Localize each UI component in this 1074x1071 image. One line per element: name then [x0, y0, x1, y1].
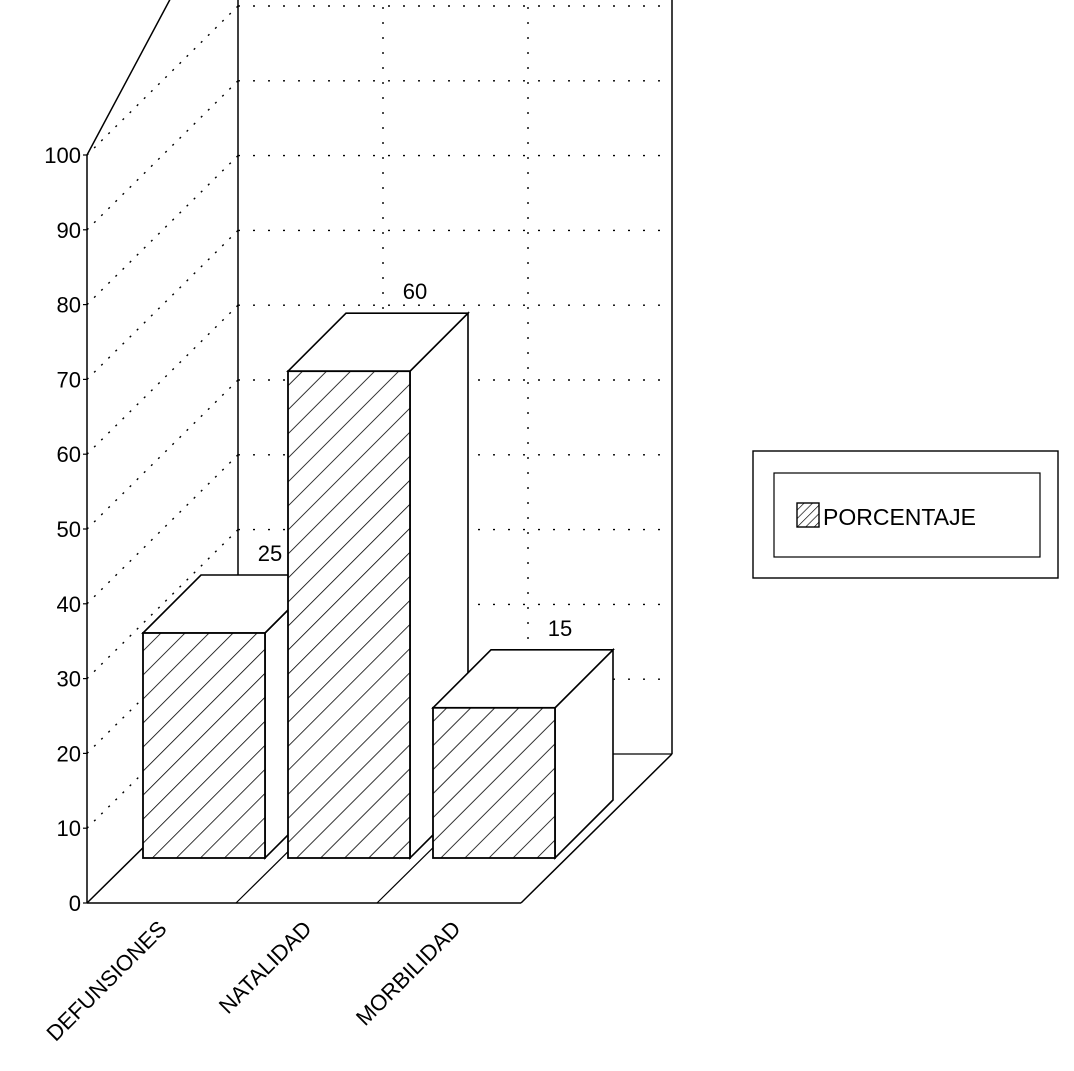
- side-wall-top-edge: [86, 0, 171, 156]
- y-tick-label: 90: [57, 218, 81, 243]
- gridline-side: [86, 229, 239, 380]
- floor-right-edge: [520, 753, 673, 904]
- bars: 25 60 15: [141, 279, 615, 860]
- y-tick-label: 0: [69, 891, 81, 916]
- bar-data-label: 15: [548, 616, 572, 641]
- gridline-side: [86, 80, 239, 231]
- y-tick-label: 30: [57, 667, 81, 692]
- gridline-side: [86, 155, 239, 306]
- y-tick-label: 80: [57, 293, 81, 318]
- bar-morbilidad: 15: [431, 616, 615, 860]
- bar-data-label: 25: [258, 541, 282, 566]
- y-tick-label: 70: [57, 367, 81, 392]
- x-tick-label: NATALIDAD: [214, 916, 317, 1019]
- y-tick-label: 20: [57, 741, 81, 766]
- legend: PORCENTAJE: [752, 450, 1059, 579]
- legend-label: PORCENTAJE: [823, 504, 976, 530]
- legend-shadow: [752, 450, 1059, 579]
- y-tick-label: 50: [57, 517, 81, 542]
- gridline-side: [86, 379, 239, 530]
- x-tick-label: MORBILIDAD: [351, 916, 465, 1030]
- y-tick-label: 10: [57, 816, 81, 841]
- x-axis: DEFUNSIONES NATALIDAD MORBILIDAD: [41, 916, 465, 1046]
- bar-front-face: [142, 632, 266, 859]
- y-tick-label: 60: [57, 442, 81, 467]
- bar-front-face: [432, 706, 556, 859]
- bar-data-label: 60: [403, 279, 427, 304]
- y-tick-label: 100: [44, 143, 81, 168]
- y-axis: 0 10 20 30 40 50 60 70 80 90 100: [44, 143, 87, 916]
- x-tick-label: DEFUNSIONES: [41, 916, 171, 1046]
- bar-front-face: [287, 370, 411, 859]
- legend-swatch: [796, 502, 820, 528]
- gridline-side: [86, 5, 239, 156]
- gridline-side: [86, 304, 239, 455]
- y-tick-label: 40: [57, 592, 81, 617]
